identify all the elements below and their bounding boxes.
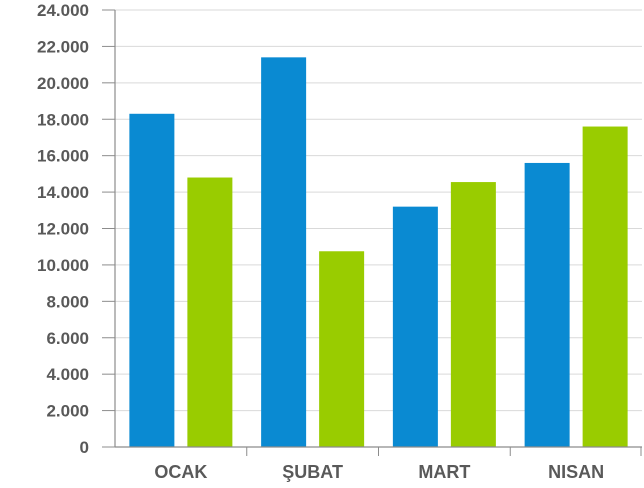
y-tick-label: 16.000 <box>37 147 89 166</box>
y-tick-label: 22.000 <box>37 37 89 56</box>
x-category-label: MART <box>418 462 470 482</box>
x-category-label: NISAN <box>548 462 604 482</box>
y-tick-label: 4.000 <box>46 365 89 384</box>
y-tick-label: 12.000 <box>37 220 89 239</box>
bar-mart-series-2 <box>450 182 496 447</box>
x-category-label: ŞUBAT <box>282 462 343 482</box>
bars <box>129 57 628 448</box>
axes <box>102 9 642 456</box>
y-tick-label: 6.000 <box>46 329 89 348</box>
y-tick-label: 0 <box>80 438 89 457</box>
bar-nisan-series-2 <box>582 126 628 448</box>
bar-nisan-series-1 <box>524 162 570 447</box>
y-tick-label: 14.000 <box>37 183 89 202</box>
bar-şubat-series-2 <box>319 251 365 447</box>
bar-ocak-series-2 <box>187 177 233 447</box>
y-tick-label: 20.000 <box>37 74 89 93</box>
y-tick-label: 24.000 <box>37 1 89 20</box>
y-tick-label: 8.000 <box>46 292 89 311</box>
y-tick-label: 2.000 <box>46 402 89 421</box>
bar-mart-series-1 <box>392 206 438 447</box>
bar-şubat-series-1 <box>261 57 307 447</box>
bar-ocak-series-1 <box>129 113 175 447</box>
y-tick-label: 10.000 <box>37 256 89 275</box>
labels: 0 2.000 4.000 6.000 8.000 10.000 12.000 14.000 1… <box>37 1 604 482</box>
x-category-label: OCAK <box>154 462 207 482</box>
y-tick-label: 18.000 <box>37 110 89 129</box>
